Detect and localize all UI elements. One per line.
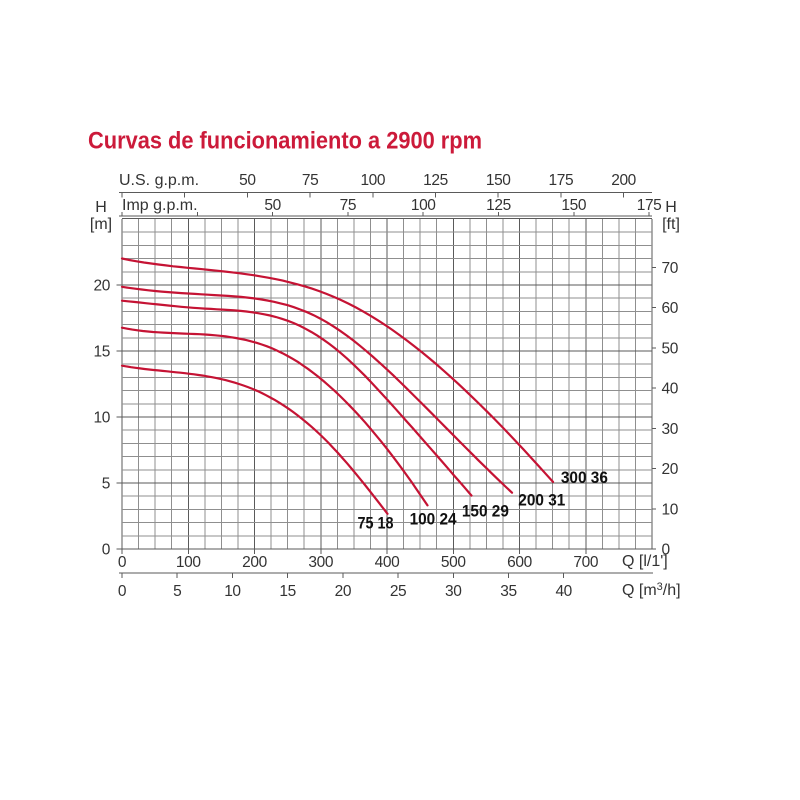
svg-text:300: 300 (308, 554, 333, 571)
svg-text:400: 400 (375, 554, 400, 571)
svg-text:150 29: 150 29 (462, 503, 509, 521)
svg-text:U.S. g.p.m.: U.S. g.p.m. (119, 172, 199, 189)
svg-text:100: 100 (176, 554, 201, 571)
svg-text:200 31: 200 31 (518, 492, 565, 510)
svg-text:500: 500 (441, 554, 466, 571)
svg-text:75: 75 (302, 172, 318, 189)
svg-text:40: 40 (662, 381, 679, 398)
svg-text:35: 35 (500, 583, 516, 600)
svg-text:125: 125 (486, 197, 511, 214)
svg-text:25: 25 (390, 583, 406, 600)
svg-text:30: 30 (445, 583, 462, 600)
svg-text:0: 0 (102, 542, 111, 559)
svg-text:75: 75 (340, 197, 356, 214)
svg-text:600: 600 (507, 554, 532, 571)
svg-text:50: 50 (662, 340, 679, 357)
svg-text:20: 20 (94, 278, 111, 295)
svg-text:70: 70 (662, 260, 679, 277)
svg-text:300 36: 300 36 (561, 469, 608, 487)
svg-text:175: 175 (637, 197, 662, 214)
svg-text:Imp g.p.m.: Imp g.p.m. (122, 197, 198, 214)
svg-text:50: 50 (239, 172, 256, 189)
svg-text:0: 0 (118, 554, 127, 571)
svg-text:175: 175 (549, 172, 574, 189)
svg-text:10: 10 (94, 410, 111, 427)
svg-text:Curvas de funcionamiento a 290: Curvas de funcionamiento a 2900 rpm (88, 128, 482, 155)
svg-text:30: 30 (662, 421, 679, 438)
svg-text:100 24: 100 24 (410, 511, 458, 529)
svg-text:200: 200 (611, 172, 636, 189)
svg-text:200: 200 (242, 554, 267, 571)
svg-text:20: 20 (662, 461, 679, 478)
svg-text:125: 125 (423, 172, 448, 189)
svg-text:50: 50 (264, 197, 281, 214)
svg-text:5: 5 (102, 476, 110, 493)
svg-text:60: 60 (662, 300, 679, 317)
svg-text:15: 15 (94, 344, 110, 361)
svg-text:[ft]: [ft] (662, 216, 680, 233)
svg-text:H: H (665, 199, 677, 216)
svg-text:0: 0 (662, 542, 671, 559)
svg-text:700: 700 (573, 554, 598, 571)
svg-text:100: 100 (360, 172, 385, 189)
svg-text:[m]: [m] (90, 216, 112, 233)
svg-text:10: 10 (662, 501, 679, 518)
svg-text:15: 15 (279, 583, 295, 600)
svg-text:H: H (95, 199, 107, 216)
svg-text:75 18: 75 18 (358, 515, 394, 533)
svg-text:150: 150 (561, 197, 586, 214)
svg-text:150: 150 (486, 172, 511, 189)
svg-text:Q [m3/h]: Q [m3/h] (622, 581, 681, 599)
svg-text:0: 0 (118, 583, 127, 600)
svg-text:Q [l/1']: Q [l/1'] (622, 553, 668, 570)
svg-text:40: 40 (555, 583, 572, 600)
svg-text:100: 100 (411, 197, 436, 214)
svg-text:5: 5 (173, 583, 181, 600)
svg-text:10: 10 (224, 583, 241, 600)
svg-text:20: 20 (335, 583, 352, 600)
